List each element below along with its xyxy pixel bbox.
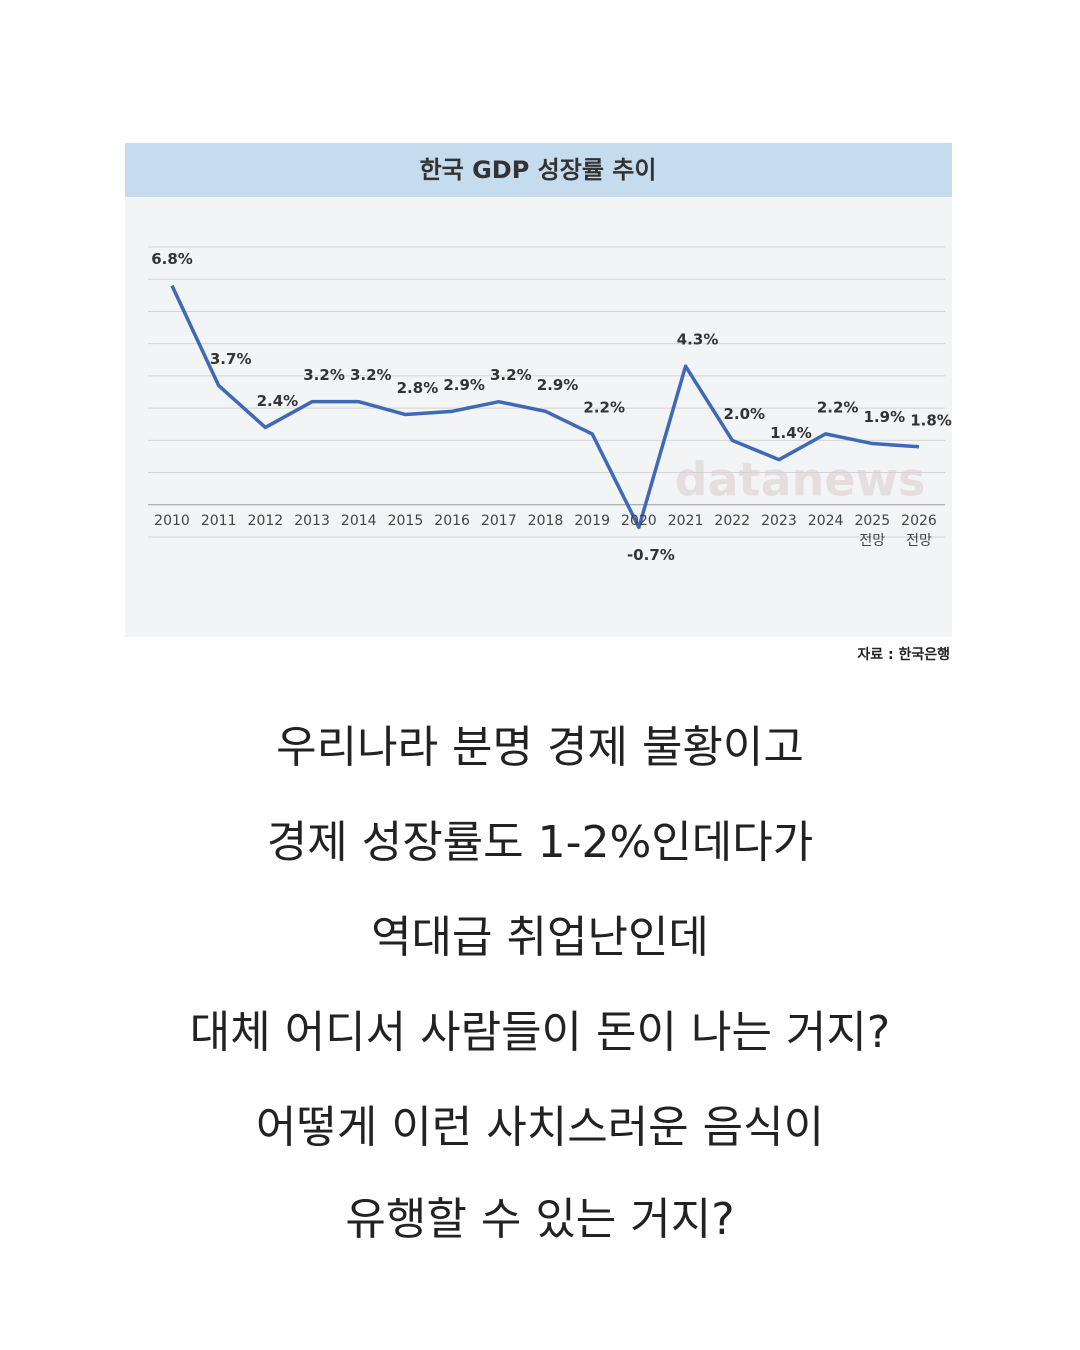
caption-line: 유행할 수 있는 거지? — [345, 1194, 734, 1245]
data-label: 1.9% — [864, 408, 906, 426]
caption-line: 어떻게 이런 사치스러운 음식이 — [256, 1102, 824, 1153]
x-tick-label: 2022 — [714, 512, 751, 529]
x-tick-label: 2016 — [434, 512, 470, 529]
data-label: 1.4% — [770, 424, 812, 442]
data-line — [170, 284, 920, 530]
chart-title: 한국 GDP 성장률 추이 — [420, 156, 657, 184]
x-tick-label: 2012 — [247, 512, 284, 529]
x-tick-label: 2014 — [340, 512, 377, 529]
caption-line: 역대급 취업난인데 — [371, 912, 709, 963]
data-label: 2.0% — [723, 405, 765, 423]
data-label: -0.7% — [627, 546, 675, 564]
x-tick-label: 2026 전망 — [901, 512, 937, 549]
x-tick-label: 2018 — [527, 512, 564, 529]
x-tick-label: 2010 — [154, 512, 190, 529]
watermark: datanews — [675, 453, 926, 507]
data-label: 6.8% — [151, 250, 193, 268]
x-tick-label: 2023 — [761, 512, 797, 529]
title-bar — [125, 143, 952, 197]
data-label: 3.7% — [210, 350, 252, 368]
data-label: 2.9% — [537, 376, 579, 394]
data-label: 2.2% — [817, 398, 859, 416]
x-tick-label: 2024 — [807, 512, 844, 529]
source: 자료 : 한국은행 — [857, 647, 950, 663]
x-tick-label: 2013 — [294, 512, 330, 529]
x-tick-label: 2011 — [200, 512, 237, 529]
x-tick-label: 2021 — [667, 512, 704, 529]
x-tick-label: 2019 — [574, 512, 610, 529]
data-label: 2.9% — [443, 376, 485, 394]
data-label: 3.2% — [490, 366, 532, 384]
x-tick-label: 2015 — [387, 512, 424, 529]
data-label: 3.2% — [303, 366, 345, 384]
data-label: 1.8% — [910, 411, 952, 429]
chart-background — [125, 143, 952, 637]
caption-line: 경제 성장률도 1-2%인데다가 — [267, 817, 813, 868]
data-label: 4.3% — [677, 331, 719, 349]
data-label: 2.8% — [397, 379, 439, 397]
data-label: 2.2% — [583, 398, 625, 416]
x-tick-label: 2025 전망 — [854, 512, 891, 549]
x-tick-label: 2020 — [621, 512, 657, 529]
data-label: 3.2% — [350, 366, 392, 384]
data-label: 2.4% — [257, 392, 299, 410]
caption-line: 우리나라 분명 경제 불황이고 — [276, 722, 804, 773]
x-tick-label: 2017 — [480, 512, 517, 529]
caption-line: 대체 어디서 사람들이 돈이 나는 거지? — [190, 1007, 890, 1058]
